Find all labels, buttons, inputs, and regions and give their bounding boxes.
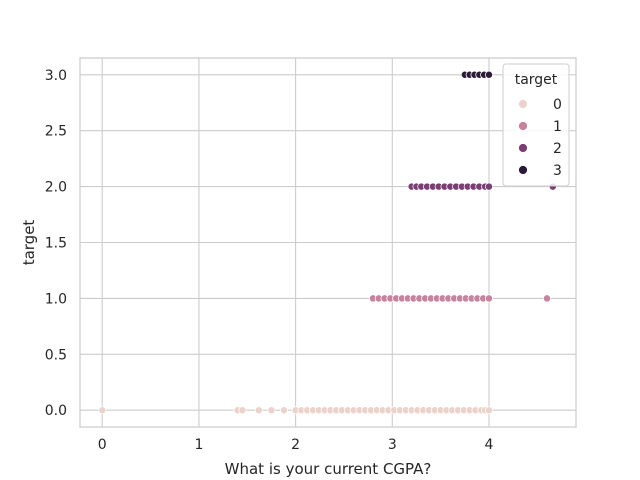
- x-tick-label: 0: [98, 437, 107, 453]
- legend-marker: [518, 99, 528, 109]
- scatter-point: [485, 70, 493, 79]
- y-tick-label: 3.0: [45, 68, 67, 84]
- x-tick-label: 3: [388, 437, 397, 453]
- grid-lines: [80, 58, 576, 427]
- legend-marker: [518, 165, 528, 175]
- x-axis-ticks: 0 1 2 3 4: [98, 437, 494, 453]
- y-tick-label: 0.0: [45, 403, 67, 419]
- legend-label: 1: [553, 119, 562, 135]
- scatter-point: [485, 294, 493, 303]
- scatter-point: [238, 406, 247, 415]
- plot-frame: [79, 57, 577, 428]
- y-tick-label: 2.0: [45, 180, 67, 196]
- scatter-point: [543, 294, 551, 303]
- scatter-point: [485, 182, 493, 191]
- legend-box: [502, 63, 570, 187]
- x-axis-label: What is your current CGPA?: [225, 460, 432, 478]
- y-tick-label: 0.5: [45, 347, 67, 363]
- legend: target 0 1 2 3: [502, 63, 570, 187]
- legend-items: 0 1 2 3: [518, 97, 562, 179]
- y-axis-ticks: 0.0 0.5 1.0 1.5 2.0 2.5 3.0: [45, 68, 67, 419]
- scatter-point: [254, 406, 263, 415]
- legend-label: 0: [553, 97, 562, 113]
- x-tick-label: 1: [194, 437, 203, 453]
- legend-marker: [518, 121, 528, 131]
- plot-border: [79, 57, 577, 428]
- legend-label: 3: [553, 163, 562, 179]
- y-tick-label: 2.5: [45, 124, 67, 140]
- y-tick-label: 1.5: [45, 236, 67, 252]
- x-tick-label: 4: [485, 437, 494, 453]
- scatter-point: [280, 406, 288, 415]
- y-axis-label: target: [20, 220, 38, 266]
- x-tick-label: 2: [291, 437, 300, 453]
- scatter-point: [267, 406, 276, 415]
- legend-title: target: [515, 72, 558, 88]
- legend-label: 2: [553, 141, 562, 157]
- scatter-point: [98, 406, 107, 415]
- data-points: [98, 70, 557, 415]
- legend-marker: [518, 143, 528, 153]
- scatter-point: [485, 406, 493, 415]
- y-tick-label: 1.0: [45, 291, 67, 307]
